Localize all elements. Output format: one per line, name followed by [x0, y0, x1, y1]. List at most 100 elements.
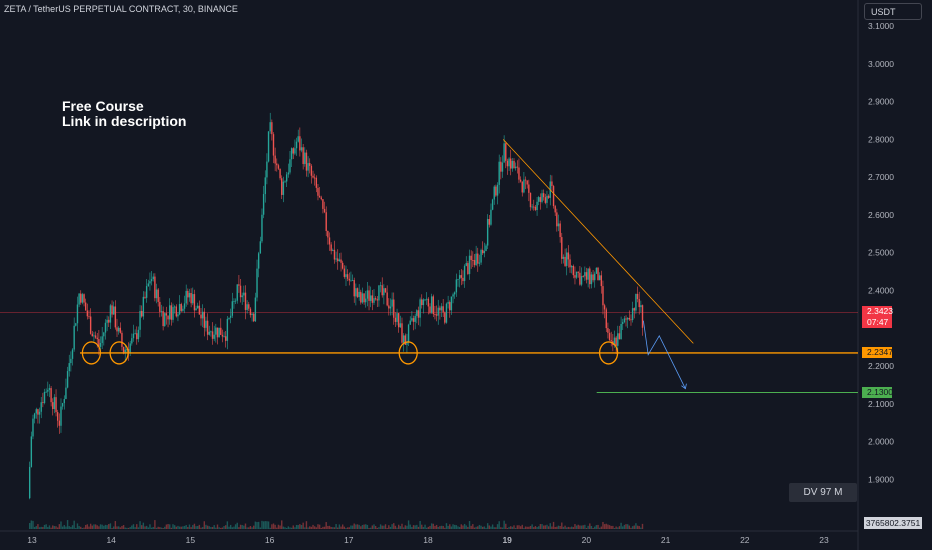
volume-bar — [463, 523, 466, 529]
candle-body — [274, 155, 276, 164]
candle-body — [144, 296, 146, 298]
volume-bar — [371, 525, 374, 529]
candle-body — [574, 275, 576, 278]
candle-body — [126, 349, 128, 350]
volume-bar — [338, 524, 341, 529]
volume-bar — [131, 525, 133, 529]
volume-bar — [61, 526, 64, 529]
volume-bar — [356, 524, 359, 529]
y-tick-label: 2.6000 — [868, 210, 894, 220]
volume-bar — [327, 526, 329, 529]
candle-body — [506, 160, 509, 167]
volume-bar — [38, 527, 41, 529]
volume-bar — [312, 524, 314, 529]
volume-bar — [294, 527, 296, 529]
candle-body — [223, 336, 225, 338]
volume-bar — [180, 526, 182, 529]
volume-bar — [468, 521, 471, 529]
candle-body — [229, 315, 232, 318]
volume-bar — [333, 527, 336, 529]
candle-body — [83, 294, 85, 303]
candle-body — [337, 258, 339, 262]
volume-bar — [157, 526, 159, 529]
candle-body — [317, 187, 319, 196]
volume-bar — [175, 526, 178, 529]
volume-bar — [178, 526, 181, 529]
volume-bar — [33, 527, 36, 529]
candle-body — [244, 292, 247, 310]
volume-bar — [580, 525, 583, 529]
candle-body — [276, 163, 278, 166]
candle-body — [305, 152, 308, 171]
candle-body — [595, 267, 598, 274]
candle-body — [55, 397, 57, 413]
volume-bar — [223, 526, 225, 529]
volume-bar — [351, 525, 354, 529]
volume-bar — [569, 527, 571, 529]
volume-bar — [353, 523, 355, 529]
volume-bar — [350, 525, 352, 529]
candle-body — [396, 313, 398, 322]
candle-body — [141, 310, 143, 317]
currency-selector[interactable]: USDT — [864, 3, 922, 20]
candle-body — [458, 275, 461, 279]
volume-bar — [187, 526, 189, 529]
volume-bar — [495, 527, 497, 529]
volume-bar — [584, 524, 586, 529]
volume-bar — [141, 525, 143, 529]
candle-body — [419, 299, 421, 318]
candle-body — [136, 333, 138, 340]
volume-bar — [71, 525, 74, 529]
candle-body — [190, 292, 192, 304]
volume-bar — [355, 524, 357, 529]
candle-body — [338, 259, 341, 262]
candle-body — [626, 317, 629, 320]
volume-bar — [304, 527, 306, 529]
candle-body — [613, 337, 616, 346]
volume-bar — [137, 527, 140, 529]
volume-bar — [590, 525, 593, 529]
volume-bar — [313, 526, 316, 529]
volume-bar — [582, 525, 584, 529]
volume-bar — [440, 525, 443, 529]
volume-bar — [417, 526, 420, 529]
candle-body — [251, 313, 253, 316]
candle-body — [323, 208, 326, 213]
candle-body — [300, 147, 303, 151]
volume-bar — [231, 527, 234, 529]
candle-body — [340, 259, 342, 263]
candle-body — [557, 223, 560, 227]
volume-bar — [409, 524, 411, 529]
candle-body — [164, 313, 166, 327]
candle-body — [551, 181, 553, 187]
candle-body — [454, 292, 456, 295]
candle-body — [445, 303, 448, 323]
candle-body — [622, 322, 624, 324]
candle-body — [266, 161, 268, 178]
projection-path — [643, 320, 686, 389]
volume-bar — [376, 527, 378, 529]
candle-body — [475, 253, 477, 266]
volume-bar — [197, 526, 199, 529]
volume-bar — [126, 527, 128, 529]
volume-bar — [575, 525, 578, 529]
y-tick-label: 2.4000 — [868, 286, 894, 296]
chart-title: ZETA / TetherUS PERPETUAL CONTRACT, 30, … — [4, 4, 238, 14]
volume-bar — [485, 527, 487, 529]
volume-bar — [434, 525, 436, 529]
volume-bar — [142, 522, 145, 529]
volume-bar — [458, 527, 461, 529]
volume-bar — [248, 527, 250, 529]
candle-body — [351, 280, 354, 281]
projection-arrowhead — [681, 383, 687, 390]
candle-body — [399, 323, 402, 328]
volume-bar — [147, 527, 149, 529]
candle-body — [246, 304, 248, 310]
target-price-badge: 2.1300 — [862, 386, 893, 398]
candle-body — [165, 313, 168, 316]
candle-body — [546, 195, 548, 203]
candle-body — [404, 335, 406, 345]
candle-body — [160, 311, 163, 312]
candle-body — [463, 265, 466, 282]
